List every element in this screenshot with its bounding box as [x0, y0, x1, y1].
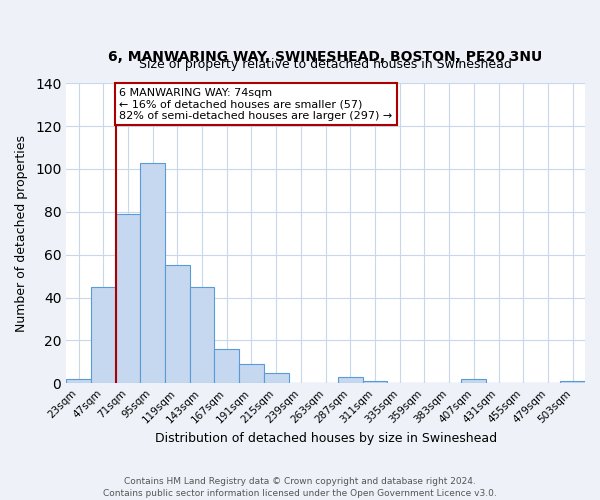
Bar — [91, 287, 116, 384]
Bar — [165, 266, 190, 384]
Text: Contains HM Land Registry data © Crown copyright and database right 2024.
Contai: Contains HM Land Registry data © Crown c… — [103, 476, 497, 498]
Bar — [362, 381, 388, 384]
Bar — [560, 381, 585, 384]
Bar — [264, 372, 289, 384]
Text: Size of property relative to detached houses in Swineshead: Size of property relative to detached ho… — [139, 58, 512, 71]
Bar — [190, 287, 214, 384]
Bar — [214, 349, 239, 384]
Bar — [140, 162, 165, 384]
Bar — [239, 364, 264, 384]
Title: 6, MANWARING WAY, SWINESHEAD, BOSTON, PE20 3NU: 6, MANWARING WAY, SWINESHEAD, BOSTON, PE… — [109, 50, 543, 64]
Bar — [116, 214, 140, 384]
Bar — [66, 379, 91, 384]
Bar — [338, 377, 362, 384]
Bar — [461, 379, 486, 384]
Text: 6 MANWARING WAY: 74sqm
← 16% of detached houses are smaller (57)
82% of semi-det: 6 MANWARING WAY: 74sqm ← 16% of detached… — [119, 88, 392, 120]
X-axis label: Distribution of detached houses by size in Swineshead: Distribution of detached houses by size … — [155, 432, 497, 445]
Y-axis label: Number of detached properties: Number of detached properties — [15, 135, 28, 332]
